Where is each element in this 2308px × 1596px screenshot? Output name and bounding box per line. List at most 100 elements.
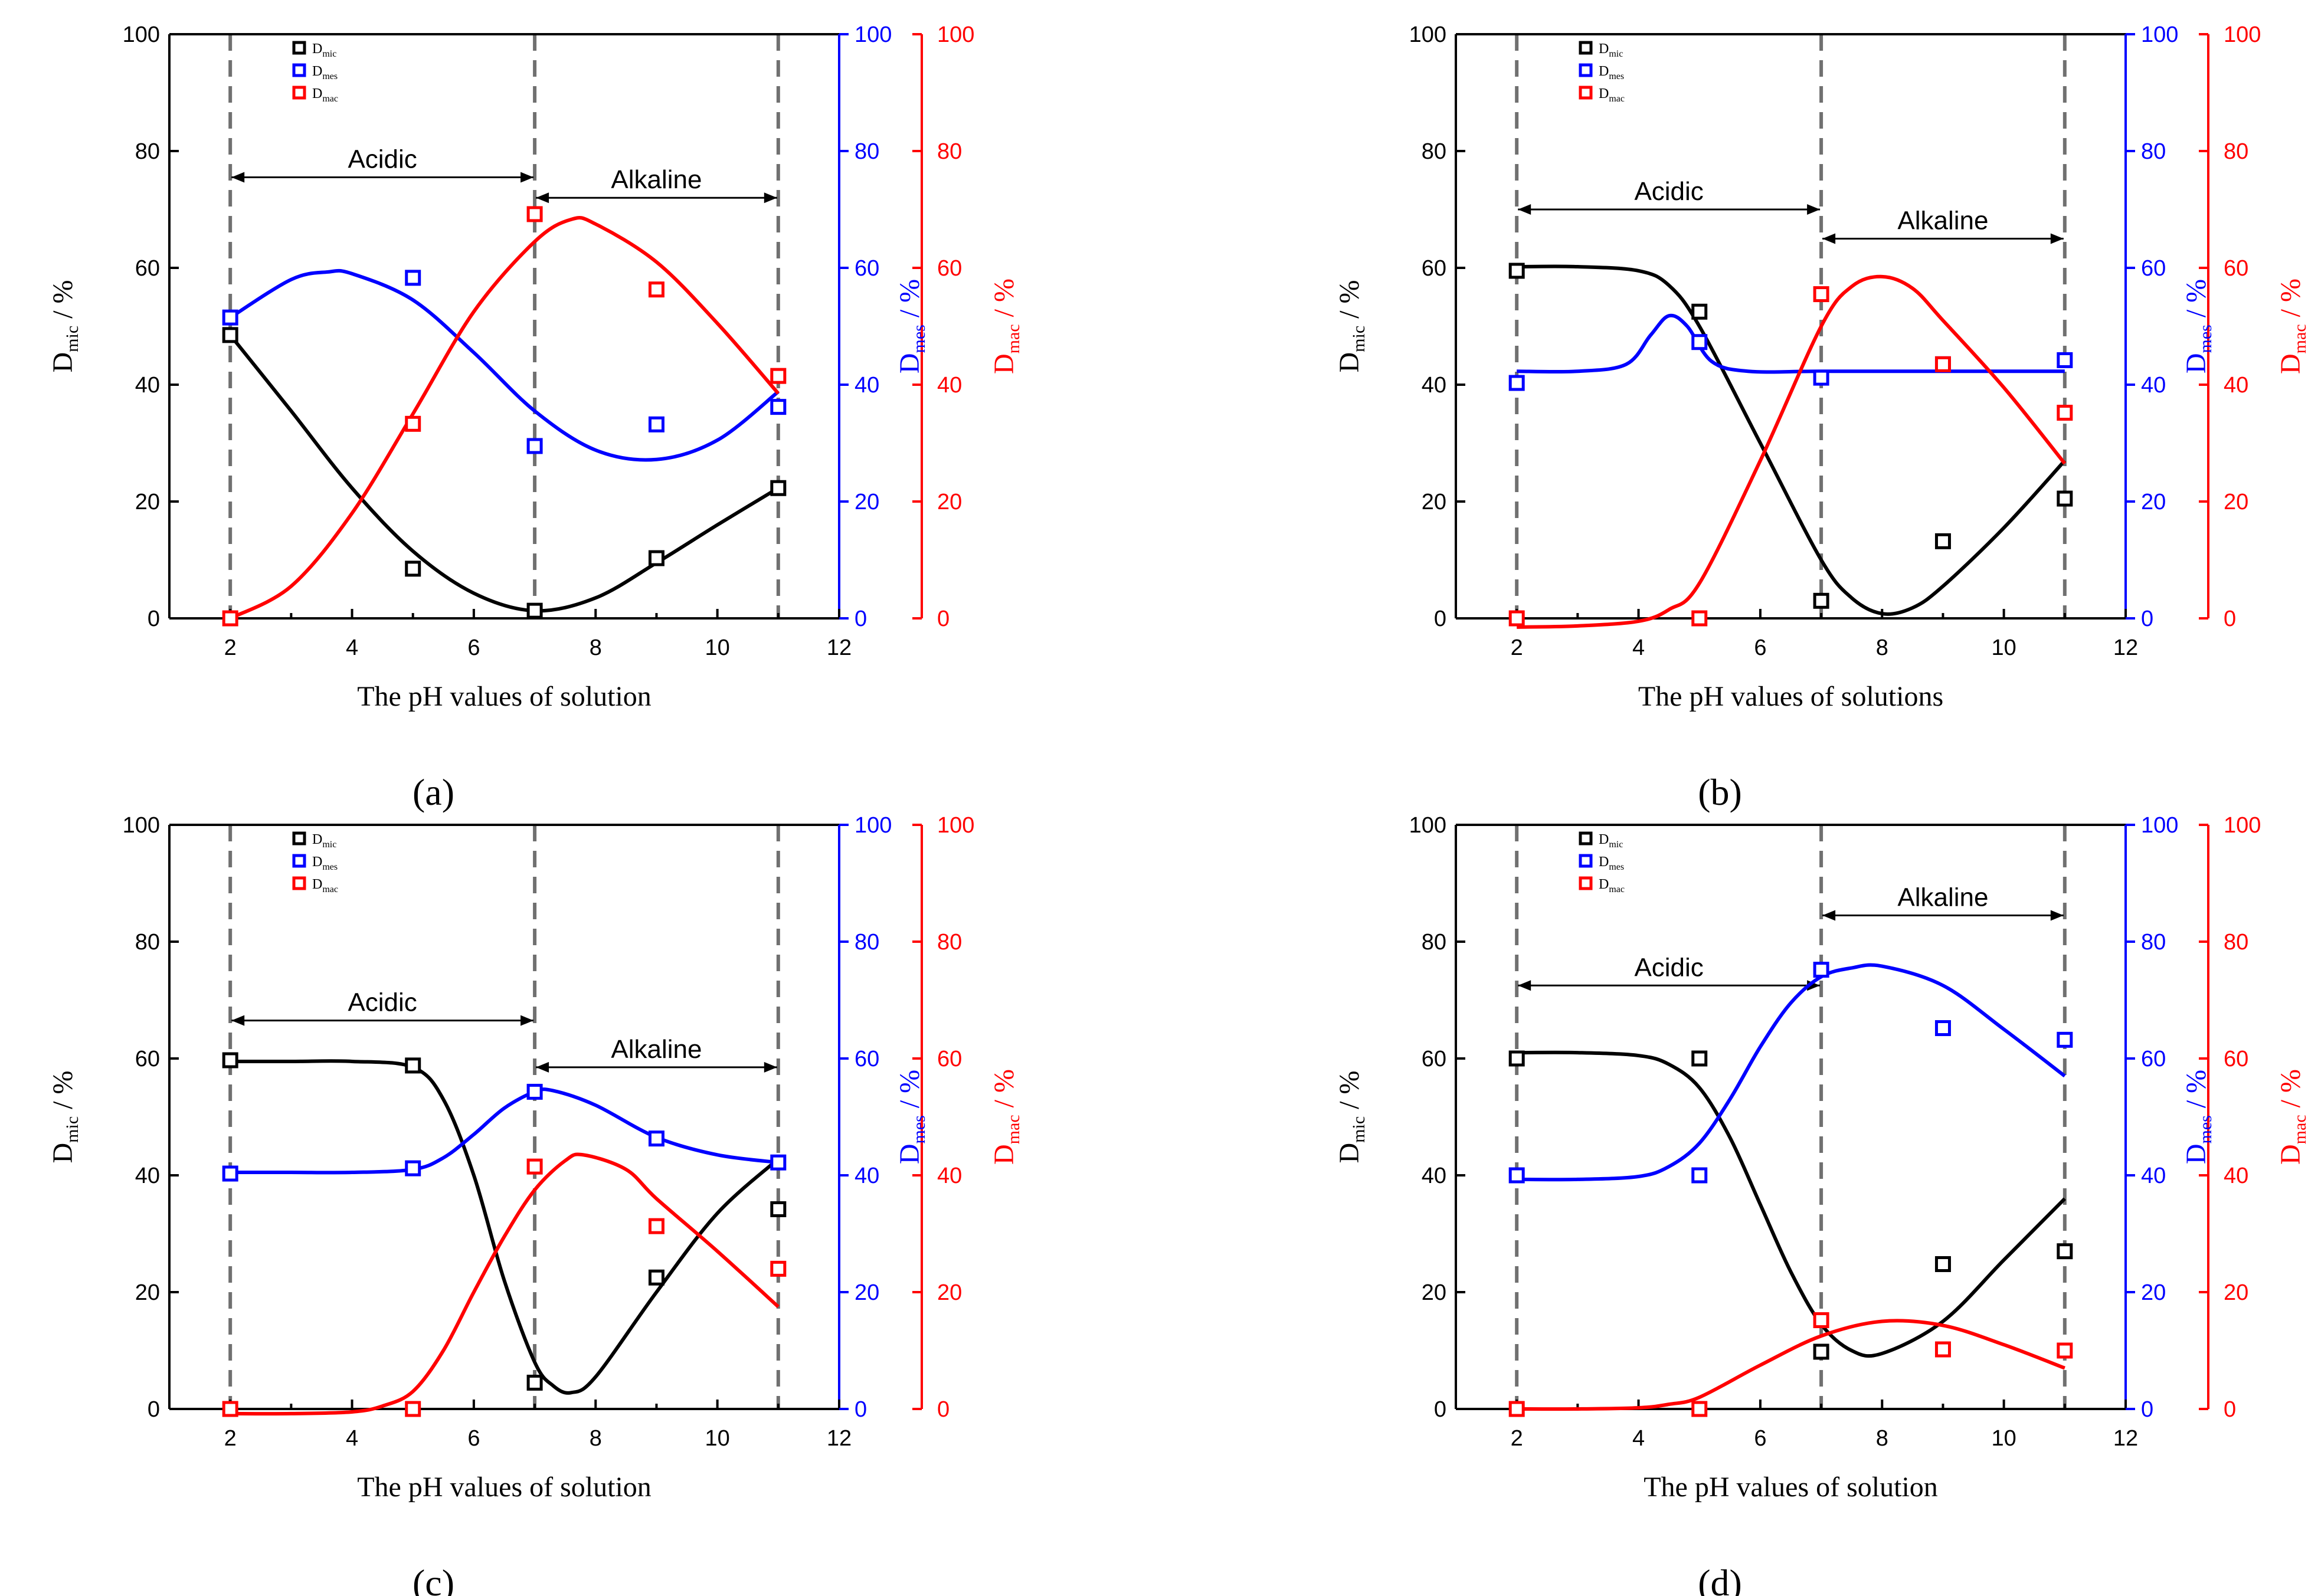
legend-label-base: D [312, 41, 322, 57]
y-mid-axis-title: Dmes / % [894, 1070, 929, 1164]
legend-label-base: D [312, 854, 322, 870]
fit-curve-mac [1517, 1319, 2065, 1411]
region-label-acidic: Acidic [348, 145, 417, 174]
y-left-tick-label: 0 [148, 607, 160, 631]
x-tick-label: 6 [467, 635, 480, 660]
legend-label-base: D [312, 86, 322, 101]
fit-curve-mic [1517, 264, 2067, 616]
data-point-mac-ph-2 [222, 610, 238, 627]
legend-marker-mes [292, 63, 306, 77]
x-tick-label: 8 [590, 635, 602, 660]
legend-marker-mic [292, 41, 306, 55]
y-left-axis-title-sub: mic [63, 1116, 82, 1143]
y-mid-axis-title: Dmes / % [894, 279, 929, 373]
y-right-tick-label: 0 [937, 1397, 950, 1422]
region-arrowhead-left [231, 172, 245, 183]
y-mid-tick-label: 60 [2141, 1047, 2166, 1071]
y-mid-tick-label: 20 [855, 490, 879, 514]
x-tick-label: 8 [1876, 635, 1888, 660]
y-mid-axis-title-unit: / % [894, 1070, 925, 1115]
fit-curve-mes [229, 268, 780, 462]
y-right-tick-label: 40 [2224, 373, 2248, 398]
x-tick-label: 6 [467, 1426, 480, 1451]
y-mid-tick-label: 100 [2141, 22, 2178, 47]
data-point-mes-ph-11 [770, 1154, 787, 1171]
y-left-tick-label: 100 [1409, 813, 1446, 838]
data-point-mes-ph-9 [648, 1130, 664, 1147]
data-point-mes-ph-5 [405, 270, 421, 286]
y-left-tick-label: 60 [1422, 256, 1446, 281]
y-mid-tick-label: 100 [855, 22, 892, 47]
data-point-mac-ph-11 [2057, 1342, 2073, 1359]
y-right-tick-label: 100 [2224, 813, 2261, 838]
region-arrowhead-right [520, 1015, 534, 1026]
data-point-mes-ph-2 [1508, 375, 1525, 391]
y-left-tick-label: 0 [1434, 607, 1446, 631]
y-right-tick-label: 0 [2224, 1397, 2236, 1422]
data-point-mic-ph-7 [526, 602, 543, 619]
x-tick-label: 8 [590, 1426, 602, 1451]
y-mid-tick-label: 40 [2141, 1164, 2166, 1188]
legend-label-mic: Dmic [312, 832, 336, 850]
region-label-acidic: Acidic [1634, 177, 1703, 206]
data-point-mes-ph-2 [222, 309, 238, 326]
y-left-tick-label: 40 [135, 1164, 160, 1188]
y-left-tick-label: 0 [1434, 1397, 1446, 1422]
y-right-axis-title: Dmac / % [988, 278, 1023, 374]
y-mid-tick-label: 60 [855, 1047, 879, 1071]
y-mid-axis-title-base: D [894, 353, 925, 373]
y-mid-axis-title-sub: mes [2196, 1115, 2215, 1143]
y-left-axis-title-sub: mic [1349, 326, 1369, 352]
y-left-axis-title: Dmic / % [1334, 1071, 1369, 1164]
data-point-mac-ph-11 [2057, 405, 2073, 421]
data-point-mic-ph-5 [405, 561, 421, 577]
data-point-mic-ph-2 [222, 1052, 238, 1069]
y-right-axis-title-sub: mac [2290, 324, 2308, 353]
y-left-tick-label: 20 [135, 490, 160, 514]
y-right-tick-label: 0 [937, 607, 950, 631]
fit-curve-mic [228, 333, 780, 613]
x-axis-title: The pH values of solution [357, 681, 652, 712]
legend-label-mic: Dmic [1599, 832, 1623, 850]
y-right-axis-title-unit: / % [2275, 278, 2306, 324]
data-point-mac-ph-7 [1813, 1312, 1829, 1329]
region-arrowhead-right [764, 1061, 777, 1073]
data-point-mes-ph-7 [1813, 369, 1829, 386]
y-left-tick-label: 60 [135, 256, 160, 281]
legend-label-base: D [1599, 854, 1609, 870]
data-point-mic-ph-11 [2057, 1243, 2073, 1260]
y-right-tick-label: 40 [2224, 1164, 2248, 1188]
y-right-axis-title-sub: mac [2290, 1115, 2308, 1144]
data-point-mac-ph-11 [770, 368, 787, 384]
region-arrowhead-left [1822, 233, 1836, 244]
fit-curve-mic [230, 1059, 780, 1395]
y-right-tick-label: 100 [2224, 22, 2261, 47]
x-tick-label: 10 [1991, 635, 2016, 660]
region-label-alkaline: Alkaline [1897, 207, 1988, 235]
fit-curve-mic [1517, 1050, 2066, 1358]
legend-label-sub: mes [322, 862, 338, 872]
data-point-mes-ph-11 [2057, 1031, 2073, 1048]
data-point-mic-ph-2 [222, 327, 238, 343]
y-left-tick-label: 100 [123, 22, 160, 47]
data-point-mac-ph-9 [1934, 1341, 1951, 1358]
fit-curve-mes [1517, 313, 2065, 374]
y-mid-axis-title-unit: / % [2181, 1070, 2212, 1115]
y-left-tick-label: 60 [135, 1047, 160, 1071]
region-arrowhead-left [1518, 204, 1531, 215]
y-right-tick-label: 60 [2224, 1047, 2248, 1071]
data-point-mac-ph-2 [1508, 610, 1525, 627]
y-left-tick-label: 20 [135, 1280, 160, 1305]
y-mid-axis-title-sub: mes [2196, 325, 2215, 353]
region-arrowhead-left [536, 1061, 549, 1073]
y-right-axis-title: Dmac / % [2275, 278, 2308, 374]
data-point-mac-ph-11 [770, 1260, 787, 1277]
y-mid-tick-label: 60 [855, 256, 879, 281]
data-point-mac-ph-2 [1508, 1401, 1525, 1417]
y-left-axis-title-base: D [1334, 1143, 1365, 1164]
y-mid-tick-label: 100 [855, 813, 892, 838]
data-point-mes-ph-5 [405, 1160, 421, 1176]
y-mid-axis-title-unit: / % [894, 279, 925, 325]
